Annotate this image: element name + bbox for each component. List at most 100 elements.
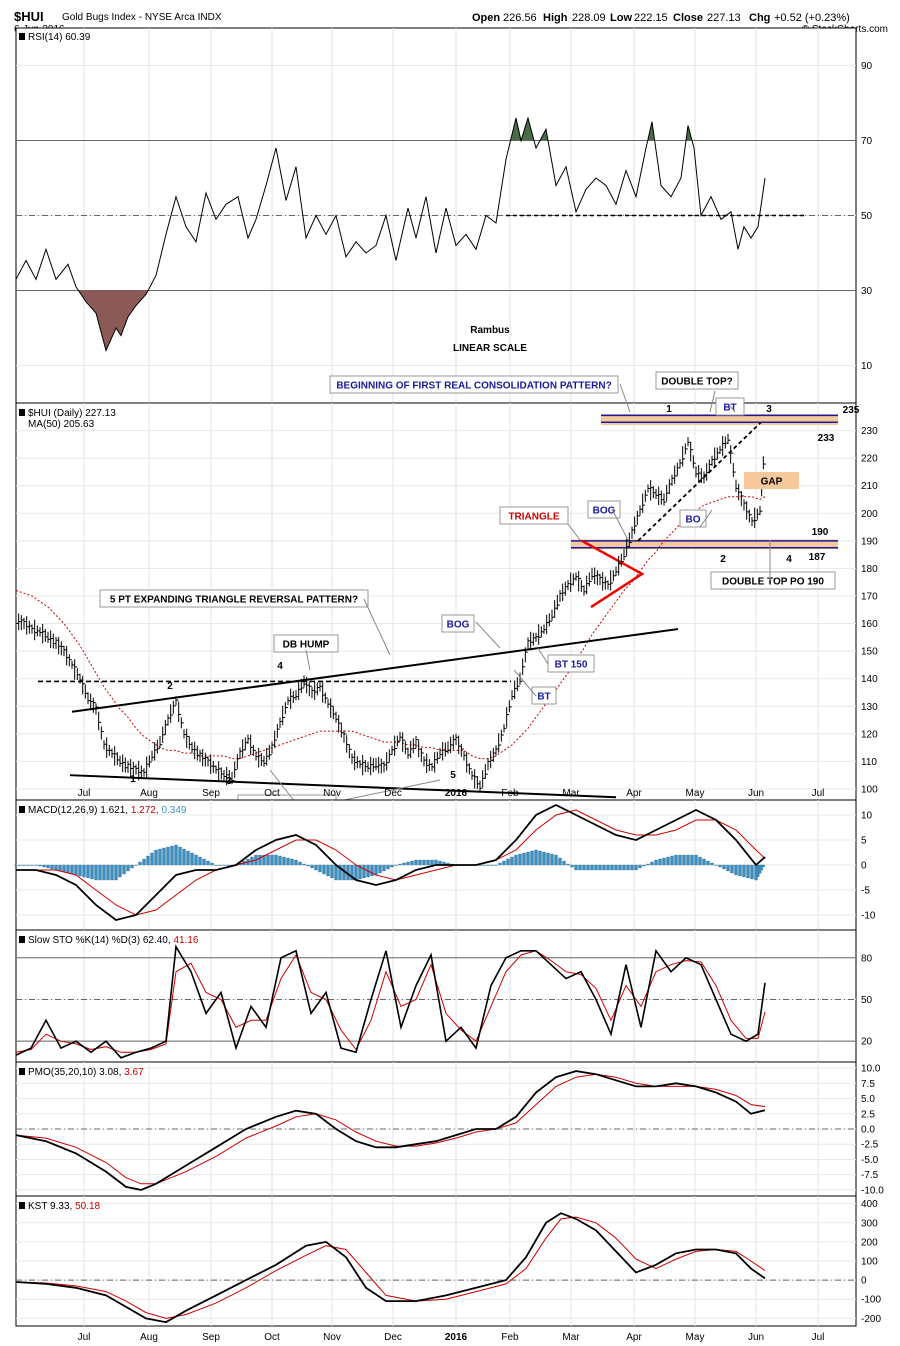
close-label: Close bbox=[673, 12, 703, 24]
macd-hist-bar bbox=[538, 850, 542, 866]
callout-bo-text: BO bbox=[686, 515, 701, 526]
macd-hist-bar bbox=[522, 852, 526, 866]
macd-hist-bar bbox=[706, 860, 710, 866]
rsi-panel-tick-label: 90 bbox=[861, 61, 873, 72]
price-month-label: May bbox=[686, 788, 705, 799]
macd-hist-bar bbox=[42, 864, 46, 868]
wave-number-11: 233 bbox=[818, 433, 835, 444]
month-axis-label: Sep bbox=[202, 1332, 220, 1343]
price-month-label: Oct bbox=[264, 788, 280, 799]
macd-hist-bar bbox=[110, 864, 114, 881]
ma50-line bbox=[15, 496, 766, 760]
callout-triangle-box bbox=[499, 506, 569, 525]
kst-panel-tick-label: -100 bbox=[861, 1295, 881, 1306]
pmo-panel-tick-label: 2.5 bbox=[861, 1109, 875, 1120]
rsi-panel-tick-label: 10 bbox=[861, 361, 873, 372]
macd-hist-bar bbox=[78, 864, 82, 877]
macd-hist-bar bbox=[678, 854, 682, 866]
macd-hist-bar bbox=[510, 856, 514, 866]
price-panel-tick-label: 230 bbox=[861, 426, 878, 437]
sto-panel-tick-label: 50 bbox=[861, 995, 873, 1006]
macd-legend-part: MACD(12,26,9) bbox=[28, 805, 100, 816]
close-value: 227.13 bbox=[707, 12, 741, 24]
macd-hist-bar bbox=[494, 864, 498, 866]
macd-hist-bar bbox=[702, 858, 706, 866]
chg-label: Chg bbox=[749, 12, 770, 24]
macd-hist-bar bbox=[602, 864, 606, 871]
macd-hist-bar bbox=[162, 847, 166, 866]
kst-legend-part: 50.18 bbox=[75, 1201, 100, 1212]
macd-hist-bar bbox=[430, 859, 434, 866]
rsi-legend-swatch bbox=[19, 33, 25, 40]
macd-hist-bar bbox=[186, 850, 190, 866]
kst-panel-tick-label: 0 bbox=[861, 1276, 867, 1287]
macd-hist-bar bbox=[258, 854, 262, 866]
macd-hist-bar bbox=[298, 861, 302, 866]
kst-legend-part: KST bbox=[28, 1201, 50, 1212]
pmo-panel: 10.0 7.5 5.0 2.5 0.0 -2.5 -5.0 -7.5 -10.0 PMO(35,… bbox=[15, 1061, 884, 1197]
callout-expanding-triangle: 5 PT EXPANDING TRIANGLE REVERSAL PATTERN… bbox=[99, 589, 369, 608]
macd-hist-bar bbox=[534, 849, 538, 866]
callout-bog-lower: BOG bbox=[441, 614, 475, 633]
sto-k-line bbox=[15, 944, 766, 1059]
pmo-legend-part: PMO(35,20,10) bbox=[28, 1067, 99, 1078]
pmo-legend-swatch bbox=[19, 1068, 25, 1075]
price-month-label: Apr bbox=[626, 788, 642, 799]
callout-double-top-text: DOUBLE TOP? bbox=[661, 377, 732, 388]
macd-hist-bar bbox=[674, 854, 678, 866]
macd-hist-bar bbox=[386, 864, 390, 870]
callout-bog-upper: BOG bbox=[587, 500, 621, 519]
annotation-rambus: Rambus bbox=[470, 325, 510, 336]
macd-legend-part: 0.349 bbox=[161, 805, 186, 816]
callout-pointer bbox=[709, 390, 716, 413]
macd-hist-bar bbox=[26, 864, 30, 866]
price-month-label: Feb bbox=[501, 788, 519, 799]
macd-hist-bar bbox=[558, 857, 562, 866]
macd-hist-bar bbox=[650, 861, 654, 866]
price-month-label: Nov bbox=[323, 788, 341, 799]
macd-hist-bar bbox=[570, 864, 574, 868]
macd-hist-bar bbox=[50, 864, 54, 870]
rsi-overbought-fill bbox=[510, 118, 692, 141]
macd-hist-bar bbox=[130, 864, 134, 869]
macd-hist-bar bbox=[54, 864, 58, 871]
high-label: High bbox=[543, 12, 568, 24]
sto-legend: Slow STO %K(14) %D(3) 62.40, 41.16 bbox=[28, 935, 199, 946]
price-panel-tick-label: 130 bbox=[861, 702, 878, 713]
month-axis-label: Feb bbox=[501, 1332, 519, 1343]
macd-hist-bar bbox=[338, 864, 342, 881]
price-month-label: 2016 bbox=[445, 788, 468, 799]
macd-hist-bar bbox=[174, 844, 178, 866]
price-panel-tick-label: 120 bbox=[861, 729, 878, 740]
price-panel-tick-label: 160 bbox=[861, 619, 878, 630]
macd-hist-bar bbox=[278, 855, 282, 866]
price-month-label: Sep bbox=[202, 788, 220, 799]
callout-gap-box bbox=[744, 472, 799, 489]
macd-hist-bar bbox=[102, 864, 106, 881]
index-name: Gold Bugs Index - NYSE Arca INDX bbox=[62, 12, 222, 23]
callout-double-top-box bbox=[655, 371, 739, 390]
macd-hist-bar bbox=[742, 864, 746, 878]
wave-number-13: 187 bbox=[809, 552, 826, 563]
macd-hist-bar bbox=[290, 858, 294, 866]
kst-legend-part: 9.33, bbox=[50, 1201, 75, 1212]
callout-bt-150: BT 150 bbox=[547, 654, 595, 673]
pmo-line bbox=[15, 1070, 766, 1191]
price-month-label: Jul bbox=[812, 788, 825, 799]
macd-hist-bar bbox=[598, 864, 602, 871]
callout-bog-lower-box bbox=[441, 614, 475, 633]
month-axis-label: Nov bbox=[323, 1332, 341, 1343]
macd-hist-bar bbox=[610, 864, 614, 871]
month-axis-label: Dec bbox=[384, 1332, 402, 1343]
open-label: Open bbox=[472, 12, 500, 24]
callout-gap: GAP bbox=[744, 472, 799, 489]
macd-hist-bar bbox=[114, 864, 118, 881]
macd-hist-bar bbox=[58, 864, 62, 872]
callout-pointer bbox=[611, 508, 629, 541]
price-panel-tick-label: 180 bbox=[861, 564, 878, 575]
callout-pointer bbox=[729, 405, 736, 413]
resistance-zone bbox=[601, 414, 838, 426]
price-panel: 100 110 120 130 140 150 160 170 180 190 200 210 220 2… bbox=[15, 371, 878, 813]
macd-hist-bar bbox=[142, 858, 146, 866]
